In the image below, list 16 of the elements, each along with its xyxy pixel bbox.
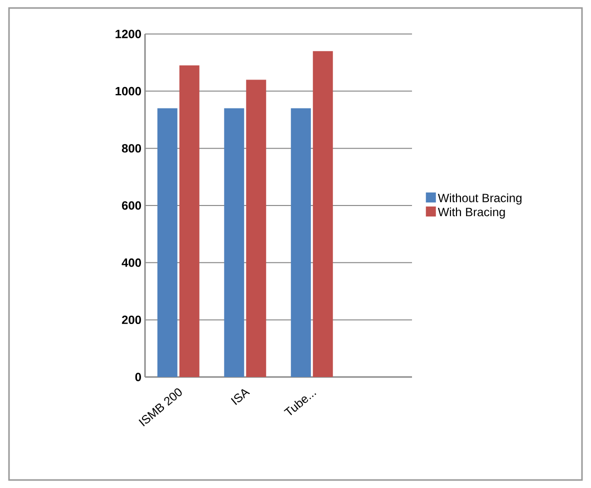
y-tick-label: 1000 — [116, 86, 141, 96]
bar — [312, 51, 333, 377]
bar — [179, 65, 200, 377]
y-tick-label: 600 — [122, 201, 141, 210]
bar — [246, 80, 266, 377]
y-tick-label: 0 — [135, 372, 141, 382]
bar — [224, 108, 244, 377]
legend-label: With Bracing — [438, 207, 505, 219]
x-tick-label: ISA — [230, 389, 250, 406]
legend-label: Without Bracing — [438, 193, 522, 205]
y-tick-label: 1200 — [116, 30, 141, 38]
y-tick-label: 400 — [122, 258, 141, 267]
y-tick-label: 800 — [122, 144, 141, 153]
y-tick-label: 200 — [122, 316, 141, 324]
bar — [290, 108, 311, 377]
bar — [157, 108, 178, 377]
